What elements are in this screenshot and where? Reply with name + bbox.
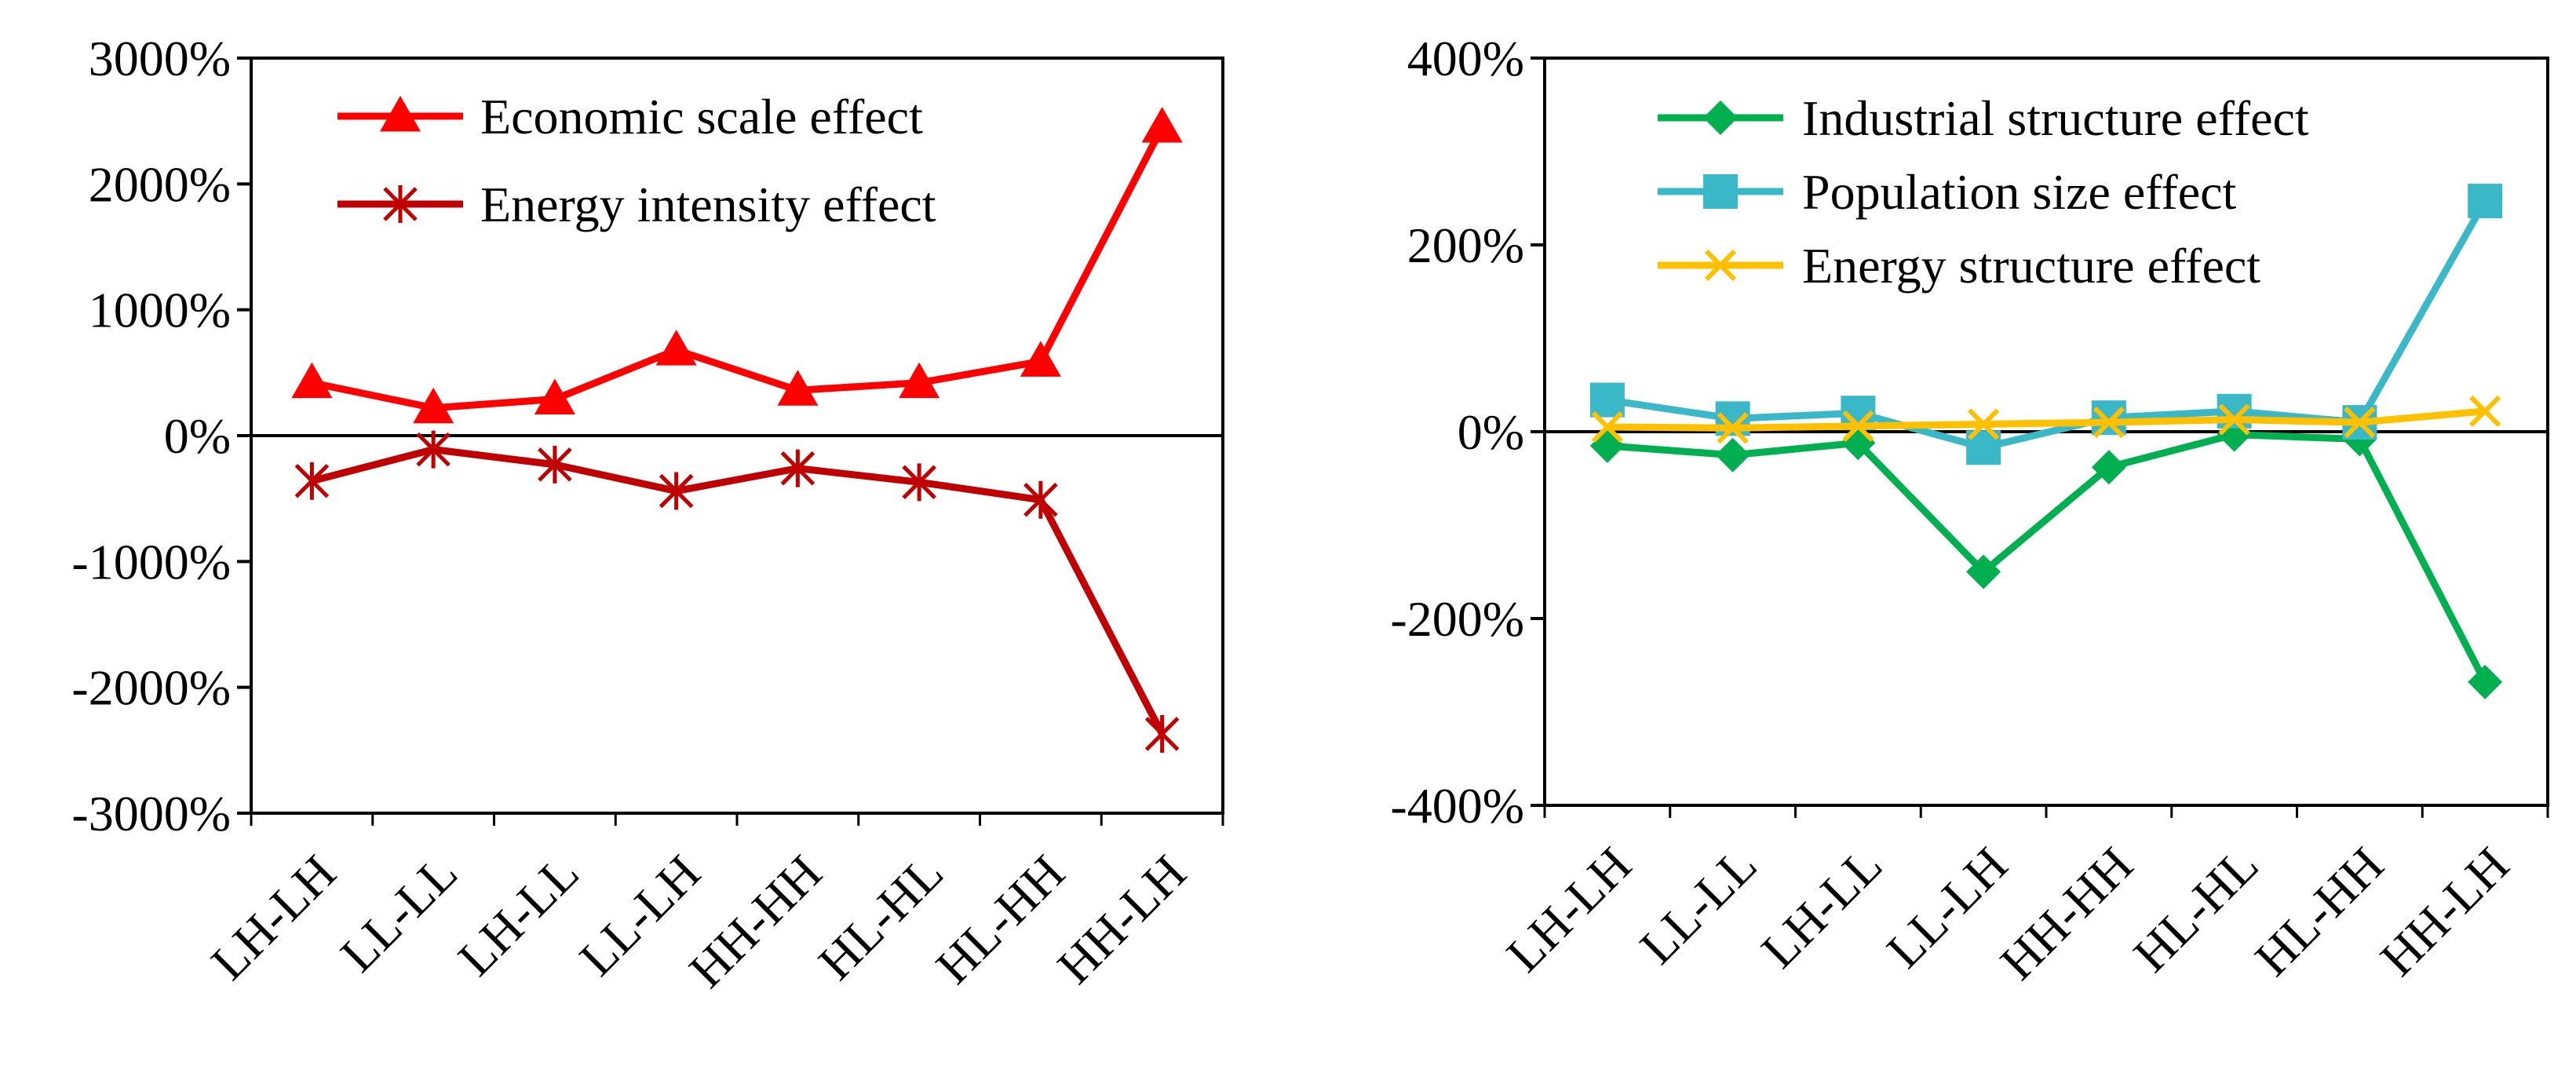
x-tick-label: LH-LL — [447, 845, 589, 987]
data-point-marker-stroke — [1591, 411, 1623, 443]
data-point-marker — [1717, 412, 1749, 444]
data-point-marker — [655, 329, 697, 366]
data-point-marker — [538, 445, 572, 484]
legend-label: Industrial structure effect — [1802, 90, 2309, 146]
legend-marker — [1703, 100, 1738, 135]
legend-marker — [383, 185, 418, 223]
series-line — [311, 126, 1166, 412]
x-tick-label: LH-LH — [1496, 837, 1642, 983]
data-point-marker — [1842, 410, 1874, 442]
data-point-marker — [416, 430, 451, 469]
data-point-marker — [2218, 403, 2250, 436]
data-point-marker — [534, 378, 575, 415]
legend-label: Energy structure effect — [1802, 238, 2260, 294]
legend-label: Population size effect — [1802, 164, 2237, 220]
data-point-marker — [1023, 480, 1058, 519]
y-tick-label: 0% — [1458, 404, 1524, 460]
legend-marker — [1703, 174, 1738, 209]
data-point-marker — [2093, 406, 2125, 439]
y-tick-label: 0% — [164, 408, 231, 464]
data-point-marker — [291, 362, 333, 399]
x-tick-label: HH-LH — [1047, 845, 1197, 995]
x-tick-label: LL-LL — [330, 845, 468, 983]
y-tick-label: -2000% — [71, 660, 231, 716]
data-point-marker — [2468, 664, 2503, 699]
data-point-marker — [2468, 184, 2503, 219]
series-line — [1607, 431, 2489, 684]
data-point-marker — [780, 449, 815, 487]
y-tick-label: 2000% — [89, 156, 231, 212]
right-chart: 400%200%0%-200%-400%LH-LHLL-LLLH-LLLL-LH… — [1390, 31, 2549, 991]
data-point-marker — [902, 463, 936, 502]
legend-label: Energy intensity effect — [480, 177, 936, 232]
y-tick-label: 3000% — [89, 31, 231, 86]
y-tick-label: 1000% — [89, 283, 231, 338]
x-tick-label: HL-HL — [808, 845, 954, 991]
y-tick-label: -1000% — [71, 534, 231, 589]
x-tick-label: HH-HH — [678, 845, 832, 998]
data-point-marker — [659, 472, 694, 510]
data-point-marker — [899, 362, 940, 399]
legend-marker-stroke — [1704, 249, 1737, 282]
data-point-marker-stroke — [1842, 410, 1874, 442]
y-tick-label: 200% — [1407, 217, 1524, 273]
data-point-marker — [1589, 428, 1625, 463]
data-point-marker — [2091, 450, 2126, 485]
data-point-marker — [2091, 400, 2126, 436]
data-point-marker — [1591, 411, 1623, 443]
data-point-marker — [1020, 341, 1061, 377]
x-tick-label: HL-HL — [2123, 837, 2269, 983]
data-point-marker-stroke — [2218, 403, 2250, 436]
data-point-marker — [1141, 107, 1183, 143]
data-point-marker — [1966, 554, 2001, 589]
legend-label: Economic scale effect — [480, 89, 923, 144]
x-tick-label: LL-LL — [1629, 837, 1768, 975]
data-point-marker-stroke — [2344, 406, 2376, 439]
legend-marker — [1704, 249, 1737, 282]
data-point-marker-stroke — [2093, 406, 2125, 439]
data-point-marker — [1715, 437, 1750, 473]
x-tick-label: HH-HH — [1990, 837, 2144, 991]
data-point-marker — [2344, 406, 2376, 439]
data-point-marker — [294, 462, 330, 500]
data-point-marker — [2469, 395, 2501, 427]
data-point-marker — [413, 387, 454, 424]
data-point-marker — [1589, 382, 1625, 418]
data-point-marker — [1144, 714, 1180, 753]
x-tick-label: HH-LH — [2370, 837, 2519, 987]
left-chart: 3000% 2000% 1000% 0% -1000% -2000% -3000%LH-LH… — [71, 31, 1224, 998]
y-tick-label: -400% — [1390, 778, 1524, 834]
x-tick-label: LH-LH — [200, 845, 346, 991]
y-tick-label: 400% — [1407, 31, 1524, 86]
data-point-marker — [777, 370, 819, 406]
series-line — [1607, 407, 2486, 432]
data-point-marker — [1968, 408, 2000, 440]
legend-marker — [380, 96, 421, 132]
x-tick-label: HL-HH — [2244, 837, 2394, 987]
x-tick-label: HL-HH — [925, 845, 1075, 995]
y-tick-label: -3000% — [71, 786, 231, 841]
data-point-marker-stroke — [1717, 412, 1749, 444]
x-tick-label: LH-LL — [1750, 837, 1892, 979]
data-point-marker-stroke — [2469, 395, 2501, 427]
data-point-marker-stroke — [1968, 408, 2000, 440]
y-tick-label: -200% — [1390, 591, 1524, 647]
series-line — [311, 446, 1166, 736]
